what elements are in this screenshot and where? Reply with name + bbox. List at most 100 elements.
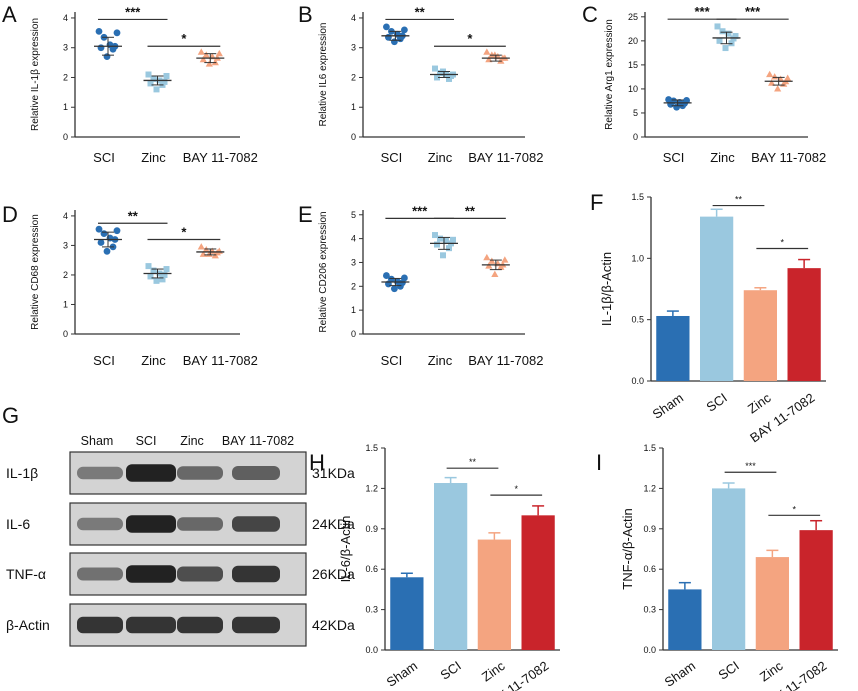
blot-row-label: IL-1β bbox=[6, 465, 38, 481]
panel-d-point bbox=[103, 247, 111, 255]
panel-a-point bbox=[109, 45, 117, 53]
panel-d-point bbox=[113, 227, 121, 235]
panel-d-point bbox=[163, 266, 170, 273]
panel-i-significance-label: *** bbox=[745, 461, 756, 471]
panel-d: D 0 1 2 3 4 Relative CD68 expression SCI Zinc BAY… bbox=[2, 202, 258, 368]
panel-i-y-tick-label: 0.0 bbox=[643, 645, 656, 655]
panel-f-y-axis-label: IL-1β/β-Actin bbox=[599, 252, 614, 326]
panel-f-bar bbox=[787, 268, 821, 381]
panel-e-point bbox=[488, 257, 496, 264]
panel-c-point bbox=[673, 103, 680, 111]
panel-h-category-label: Zinc bbox=[479, 658, 508, 685]
panel-e-point bbox=[383, 272, 390, 279]
panel-f-significance-label: * bbox=[780, 238, 784, 248]
panel-i-y-axis-label: TNF-α/β-Actin bbox=[620, 508, 635, 589]
panel-a-category-label: BAY 11-7082 bbox=[183, 150, 258, 165]
panel-i-bar bbox=[668, 589, 702, 650]
panel-a-category-label: Zinc bbox=[141, 150, 166, 165]
panel-d-y-tick-label: 0 bbox=[63, 329, 68, 339]
lane-label: BAY 11-7082 bbox=[222, 434, 294, 448]
panel-b-y-axis-label: Relative IL6 expression bbox=[318, 23, 329, 127]
blot-row-label: TNF-α bbox=[6, 566, 46, 582]
panel-f-y-tick-label: 0.0 bbox=[631, 376, 644, 386]
panel-c-point bbox=[716, 37, 723, 44]
panel-e-category-label: BAY 11-7082 bbox=[468, 353, 543, 368]
panel-b-y-tick-label: 4 bbox=[351, 13, 356, 23]
blot-band bbox=[232, 565, 280, 583]
panel-c-y-tick-label: 10 bbox=[628, 84, 638, 94]
panel-b-y-tick-label: 1 bbox=[351, 102, 356, 112]
panel-e-category-label: Zinc bbox=[428, 353, 453, 368]
panel-h-y-tick-label: 0.0 bbox=[365, 645, 378, 655]
panel-h-significance-label: ** bbox=[469, 457, 477, 467]
panel-b-point bbox=[497, 57, 505, 64]
panel-a-point bbox=[113, 29, 121, 37]
panel-b-point bbox=[391, 38, 398, 46]
blot-band bbox=[77, 616, 123, 634]
blot-band bbox=[126, 515, 176, 533]
panel-e-y-tick-label: 0 bbox=[351, 329, 356, 339]
panel-d-y-tick-label: 1 bbox=[63, 299, 68, 309]
lane-label: SCI bbox=[136, 434, 157, 448]
panel-b-y-tick-label: 2 bbox=[351, 72, 356, 82]
panel-e-point bbox=[491, 270, 499, 277]
panel-b-category-label: Zinc bbox=[428, 150, 453, 165]
panel-i-bar bbox=[712, 488, 746, 650]
panel-c-y-tick-label: 15 bbox=[628, 60, 638, 70]
panel-b-point bbox=[383, 23, 390, 31]
panel-c-category-label: SCI bbox=[663, 150, 685, 165]
panel-h-bar bbox=[477, 539, 511, 650]
panel-e-point bbox=[437, 235, 443, 242]
panel-c-point bbox=[766, 70, 774, 78]
panel-d-point bbox=[150, 267, 157, 274]
panel-c-point bbox=[768, 79, 776, 86]
panel-a-point bbox=[95, 27, 103, 35]
panel-b-category-label: BAY 11-7082 bbox=[468, 150, 543, 165]
panel-a-point bbox=[163, 72, 170, 79]
panel-i-y-tick-label: 0.6 bbox=[643, 564, 656, 574]
panel-b-y-tick-label: 3 bbox=[351, 43, 356, 53]
panel-c: C 0 5 10 15 20 25 Relative Arg1 expression SCI Zi… bbox=[582, 2, 826, 165]
panel-g: G Sham SCI Zinc BAY 11-7082 IL-1β 31KDa IL-6 24K… bbox=[2, 403, 355, 647]
panel-a-point bbox=[197, 48, 205, 55]
panel-a-point bbox=[215, 49, 223, 57]
panel-d-point bbox=[145, 263, 152, 270]
panel-e-y-tick-label: 3 bbox=[351, 257, 356, 267]
lane-label: Sham bbox=[81, 434, 114, 448]
panel-h-bar bbox=[521, 515, 555, 650]
panel-c-point bbox=[725, 30, 732, 37]
panel-b-significance-label: * bbox=[467, 31, 473, 46]
panel-b-significance-label: ** bbox=[415, 4, 426, 19]
panel-e-point bbox=[483, 253, 491, 261]
panel-e-point bbox=[497, 263, 505, 270]
panel-f-category-label: Zinc bbox=[745, 390, 774, 417]
panel-c-y-tick-label: 20 bbox=[628, 36, 638, 46]
panel-c-y-axis-label: Relative Arg1 expression bbox=[604, 19, 615, 130]
panel-h-category-label: SCI bbox=[437, 658, 463, 683]
panel-a-point bbox=[199, 55, 207, 63]
panel-b-point bbox=[385, 33, 392, 41]
panel-e-point bbox=[432, 232, 438, 239]
panel-h-y-tick-label: 0.6 bbox=[365, 564, 378, 574]
blot-band bbox=[177, 616, 223, 634]
panel-c-significance-label: *** bbox=[745, 4, 761, 19]
panel-h-bar bbox=[390, 577, 424, 650]
panel-a-point bbox=[153, 86, 160, 93]
panel-c-significance-label: *** bbox=[694, 4, 710, 19]
panel-e: E 0 1 2 3 4 5 Relative CD206 expression SCI Zinc B… bbox=[298, 202, 543, 368]
panel-a-point bbox=[147, 80, 154, 87]
panel-d-point bbox=[100, 230, 108, 238]
panel-b-y-tick-label: 0 bbox=[351, 132, 356, 142]
panel-f-bar bbox=[743, 290, 777, 381]
panel-h-y-tick-label: 0.9 bbox=[365, 524, 378, 534]
panel-e-y-axis-label: Relative CD206 expression bbox=[318, 211, 329, 332]
blot-kda-label: 24KDa bbox=[312, 516, 355, 532]
panel-e-point bbox=[440, 252, 446, 259]
panel-h-significance-label: * bbox=[514, 484, 518, 494]
panel-i-category-label: Sham bbox=[662, 658, 698, 690]
panel-a-point bbox=[145, 71, 152, 78]
panel-b-point bbox=[401, 26, 408, 34]
panel-i-bar bbox=[755, 557, 789, 650]
